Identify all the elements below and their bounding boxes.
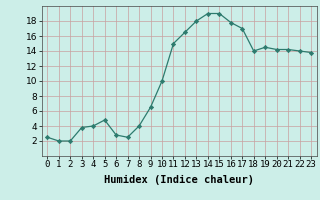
X-axis label: Humidex (Indice chaleur): Humidex (Indice chaleur) — [104, 175, 254, 185]
